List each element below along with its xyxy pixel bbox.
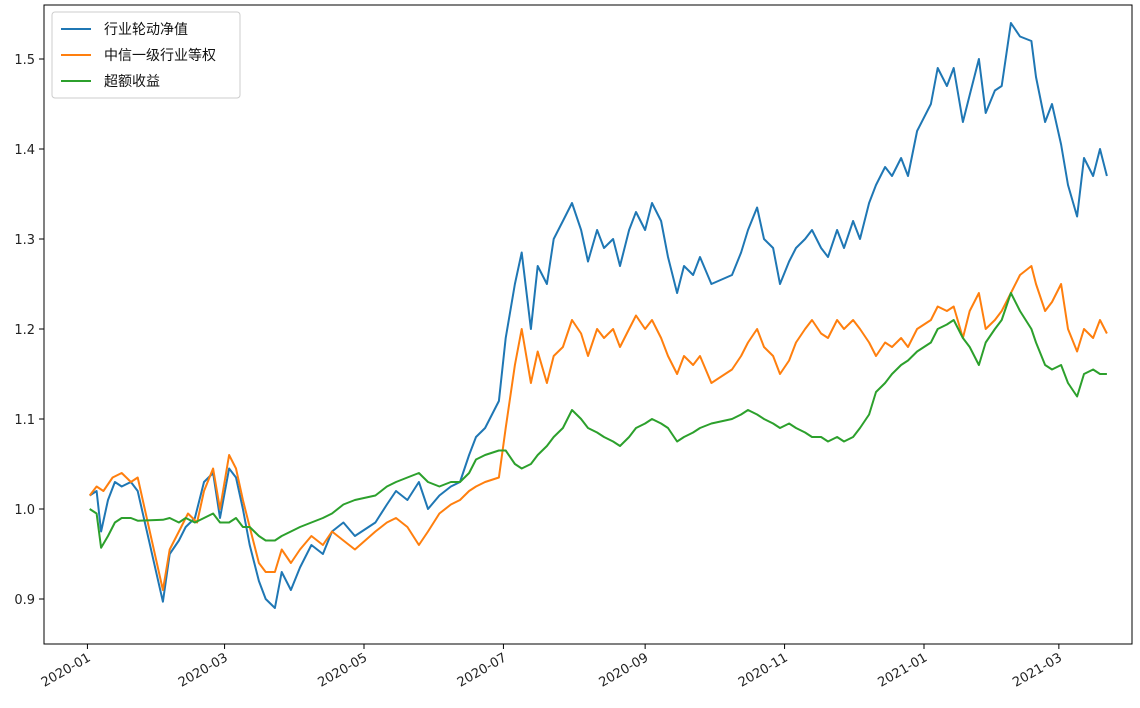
- series-line-1: [88, 265, 1108, 591]
- legend-label: 超额收益: [104, 74, 160, 90]
- y-tick-label: 1.5: [14, 53, 35, 68]
- series-line-2: [89, 292, 1107, 549]
- y-tick-label: 1.4: [14, 143, 35, 158]
- plot-area-frame: [43, 4, 1133, 645]
- legend-label: 中信一级行业等权: [104, 47, 216, 64]
- legend-label: 行业轮动净值: [104, 22, 188, 38]
- y-tick-label: 0.9: [14, 593, 35, 608]
- y-tick-label: 1.0: [14, 503, 35, 518]
- y-tick-label: 1.2: [14, 323, 35, 338]
- y-tick-label: 1.3: [14, 233, 35, 248]
- y-axis: 0.9 1.0 1.1 1.2 1.3 1.4 1.5: [14, 53, 44, 608]
- y-tick-label: 1.1: [14, 413, 35, 428]
- series-line-0: [89, 22, 1108, 609]
- series-lines: [88, 22, 1108, 609]
- legend-box: [51, 11, 241, 99]
